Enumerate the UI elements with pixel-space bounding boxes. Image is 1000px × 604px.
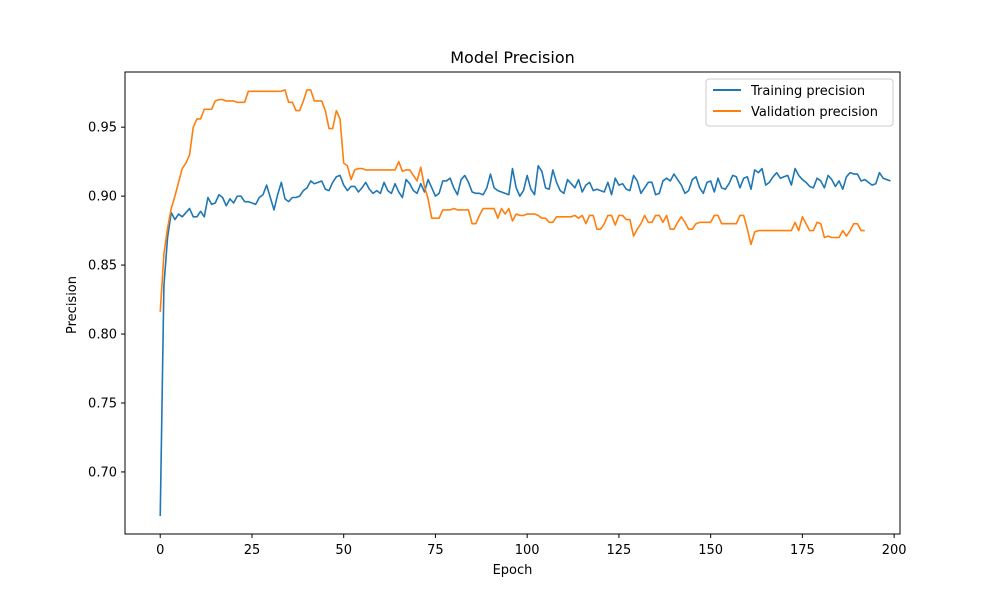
x-tick-label: 100 [515, 543, 540, 558]
y-tick-label: 0.85 [88, 259, 117, 274]
x-tick-label: 175 [790, 543, 815, 558]
axes [124, 71, 901, 535]
y-tick-label: 0.80 [88, 328, 117, 343]
y-tick-label: 0.75 [88, 396, 117, 411]
plot-frame [124, 71, 901, 535]
y-tick-label: 0.90 [88, 190, 117, 205]
legend-label-validation: Validation precision [751, 105, 878, 120]
y-tick-label: 0.95 [88, 121, 117, 136]
x-tick-label: 125 [607, 543, 632, 558]
chart-title: Model Precision [450, 48, 575, 67]
y-axis-label: Precision [65, 276, 80, 334]
legend-frame [705, 78, 894, 127]
legend-label-training: Training precision [750, 84, 865, 99]
x-tick-label: 150 [698, 543, 723, 558]
plot-lines [159, 89, 891, 517]
x-tick-label: 50 [335, 543, 352, 558]
y-tick-label: 0.70 [88, 465, 117, 480]
x-axis-ticks: 0 25 50 75 100 125 150 175 200 [156, 534, 907, 558]
x-tick-label: 75 [427, 543, 444, 558]
series-line-training [159, 164, 891, 517]
legend: Training precision Validation precision [705, 78, 894, 127]
x-tick-label: 25 [244, 543, 261, 558]
y-axis-ticks: 0.70 0.75 0.80 0.85 0.90 0.95 [88, 121, 125, 480]
x-axis-label: Epoch [493, 563, 533, 578]
x-tick-label: 200 [882, 543, 907, 558]
x-tick-label: 0 [156, 543, 164, 558]
series-line-validation [159, 89, 865, 313]
